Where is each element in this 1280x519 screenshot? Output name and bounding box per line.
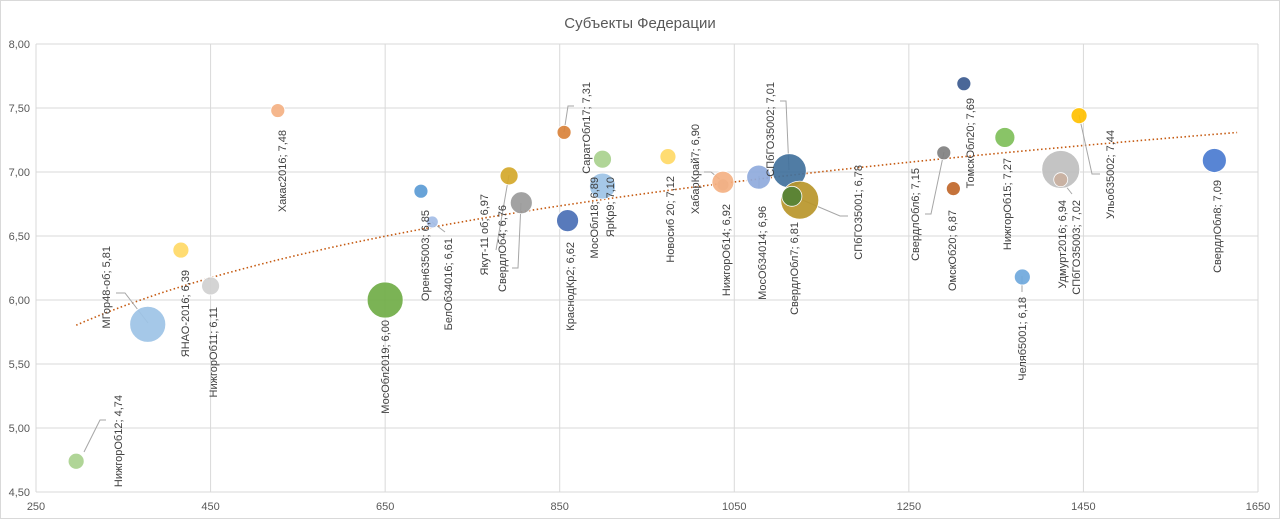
- trendline-path: [75, 131, 1238, 326]
- data-label: СПбГОЗ5002; 7,01: [765, 82, 777, 177]
- data-label: НижгорОб12; 4,74: [113, 395, 125, 487]
- y-tick-label: 5,00: [9, 423, 30, 435]
- bubble: [994, 127, 1016, 148]
- bubble: [593, 149, 612, 169]
- data-label: БелОб34016; 6,61: [443, 238, 455, 330]
- leader-line: [512, 202, 522, 269]
- y-tick-label: 8,00: [9, 39, 30, 51]
- bubble: [659, 148, 677, 166]
- data-label: МГор48-об; 5,81: [101, 246, 113, 328]
- data-label: Ульоб35002; 7,44: [1105, 130, 1117, 219]
- x-tick-label: 1650: [1246, 501, 1270, 513]
- data-label: МосОб34014; 6,96: [757, 206, 769, 300]
- leader-line: [925, 151, 945, 215]
- y-tick-label: 5,50: [9, 359, 30, 371]
- leader-line: [495, 174, 510, 251]
- bubble: [129, 305, 167, 343]
- bubble: [1070, 107, 1088, 125]
- y-tick-label: 6,00: [9, 295, 30, 307]
- data-label: СвердлОбл6; 7,15: [910, 168, 922, 261]
- leader-line: [1078, 114, 1100, 175]
- bubble: [936, 145, 952, 161]
- data-label: Орен635003; 6,85: [420, 210, 432, 301]
- leader-line: [780, 100, 790, 171]
- data-label: МосОбл2019; 6,00: [380, 320, 392, 414]
- bubbles: [67, 76, 1227, 470]
- x-tick-label: 850: [551, 501, 569, 513]
- y-tick-label: 7,00: [9, 167, 30, 179]
- data-label: Хакас2016; 7,48: [277, 130, 289, 212]
- bubble: [366, 281, 404, 319]
- x-tick-label: 1450: [1071, 501, 1095, 513]
- bubble: [781, 185, 803, 207]
- y-tick-label: 7,50: [9, 103, 30, 115]
- bubble: [556, 209, 579, 233]
- bubble: [956, 76, 972, 92]
- bubble: [201, 276, 220, 296]
- bubble: [1053, 172, 1069, 188]
- trendline: [75, 131, 1238, 326]
- leader-line: [83, 419, 106, 453]
- bubble: [499, 166, 519, 186]
- data-label: Якут-11 об; 6,97: [479, 194, 491, 276]
- y-tick-label: 6,50: [9, 231, 30, 243]
- data-label: СвердлОб4; 6,76: [497, 205, 509, 292]
- data-label: ЯрКр9; 7,10: [605, 177, 617, 237]
- data-label: НижгорОб15; 7,27: [1002, 158, 1014, 250]
- bubble: [172, 241, 190, 259]
- data-label: НижгорОб11; 6,11: [208, 307, 220, 397]
- data-label: ЯНАО-2016; 6,39: [180, 270, 192, 357]
- x-tick-label: 1050: [722, 501, 746, 513]
- chart-title: Субъекты Федерации: [564, 15, 715, 32]
- bubble: [270, 103, 286, 118]
- bubble: [67, 452, 85, 470]
- bubble: [413, 183, 429, 199]
- bubble: [1201, 148, 1227, 173]
- data-label: ХабарКрай7; 6,90: [690, 124, 702, 214]
- axis-ticks: 4,50 5,00 5,50 6,00 6,50 7,00 7,50 8,00 250 450 65…: [9, 39, 1271, 513]
- x-tick-label: 450: [201, 501, 219, 513]
- bubble: [556, 124, 572, 140]
- data-label: НижгорОб14; 6,92: [721, 204, 733, 296]
- data-label: СПбГОЗ5003; 7,02: [1071, 200, 1083, 295]
- bubble: [1041, 150, 1081, 189]
- data-labels: НижгорОб12; 4,74 МГор48-об; 5,81 ЯНАО-2016…: [101, 82, 1224, 487]
- data-label: ОмскОб20; 6,87: [947, 210, 959, 291]
- data-label: СвердлОбл7; 6,81: [789, 222, 801, 315]
- data-label: Удмурт2016; 6,94: [1057, 200, 1069, 289]
- data-label: СаратОбл17; 7,31: [581, 82, 593, 174]
- data-label: МосОбл18; 6,89: [589, 177, 601, 258]
- data-label: КраснодКр2; 6,62: [565, 242, 577, 331]
- bubble: [746, 164, 772, 190]
- leader-line: [563, 105, 574, 133]
- x-tick-label: 1250: [897, 501, 921, 513]
- data-label: СПбГОЗ5001; 6,78: [853, 165, 865, 260]
- data-label: Челяб5001; 6,18: [1017, 297, 1029, 381]
- y-tick-label: 4,50: [9, 487, 30, 499]
- bubble: [945, 181, 961, 197]
- gridlines: [35, 43, 1259, 493]
- bubble: [589, 172, 616, 200]
- data-label: СвердлОбл8; 7,09: [1212, 180, 1224, 273]
- bubble: [425, 215, 439, 229]
- bubble: [1013, 268, 1031, 286]
- x-tick-label: 250: [27, 501, 45, 513]
- bubble: [509, 191, 533, 215]
- data-label: ТомскОбл20; 7,69: [965, 98, 977, 188]
- bubble: [711, 170, 735, 194]
- data-label: Новосиб 20; 7,12: [665, 176, 677, 263]
- x-tick-label: 650: [376, 501, 394, 513]
